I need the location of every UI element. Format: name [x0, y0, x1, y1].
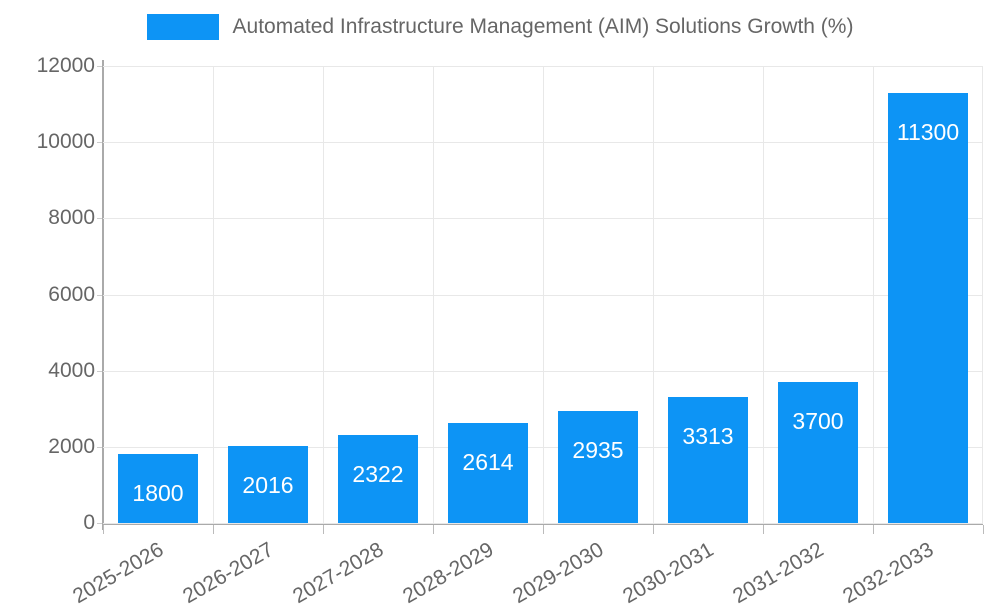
y-axis-tick-label: 12000	[36, 54, 95, 77]
bar[interactable]	[337, 434, 419, 523]
x-axis-tick-label: 2026-2027	[179, 538, 278, 609]
gridline-vertical	[982, 66, 983, 523]
gridline-vertical	[653, 66, 654, 523]
y-axis-tick-labels: 0 2000 4000 6000 8000 10000 12000	[0, 0, 105, 600]
y-axis-tick-mark	[97, 370, 105, 372]
bar-value-label: 3700	[792, 408, 844, 435]
bar[interactable]	[557, 411, 639, 523]
bar[interactable]	[887, 92, 969, 523]
y-axis-tick-mark	[97, 294, 105, 296]
x-axis-tick-label: 2032-2033	[839, 538, 938, 609]
x-axis-tick-mark	[543, 525, 544, 534]
x-axis-tick-mark	[763, 525, 764, 534]
gridline-vertical	[213, 66, 214, 523]
x-axis-line	[103, 523, 983, 525]
bar-value-label: 3313	[682, 422, 734, 449]
gridline-vertical	[873, 66, 874, 523]
x-axis-tick-label: 2028-2029	[399, 538, 498, 609]
gridline-vertical	[763, 66, 764, 523]
x-axis-tick-mark	[213, 525, 214, 534]
y-axis-tick-mark	[97, 66, 105, 67]
x-axis-tick-label: 2029-2030	[509, 538, 608, 609]
y-axis-tick-mark	[97, 218, 105, 220]
y-axis-tick-label: 10000	[36, 130, 95, 154]
y-axis-tick-label: 6000	[48, 282, 95, 306]
y-axis-tick-label: 2000	[48, 434, 95, 458]
y-axis-tick-mark	[97, 523, 105, 524]
y-axis-tick-mark	[97, 446, 105, 448]
bar-value-label: 2614	[462, 449, 514, 476]
y-axis-tick-label: 4000	[48, 358, 95, 382]
bar-value-label: 2322	[352, 460, 404, 487]
y-axis-tick-label: 0	[83, 511, 95, 534]
chart-legend: Automated Infrastructure Management (AIM…	[0, 14, 1000, 40]
x-axis-tick-mark	[103, 525, 104, 534]
legend-label: Automated Infrastructure Management (AIM…	[232, 15, 854, 38]
bar[interactable]	[117, 454, 199, 523]
x-axis-tick-mark	[653, 525, 654, 534]
gridline-vertical	[543, 66, 544, 523]
x-axis-tick-mark	[983, 525, 984, 534]
x-axis-tick-label: 2031-2032	[729, 538, 828, 609]
bar-value-label: 1800	[132, 480, 184, 507]
bar[interactable]	[667, 396, 749, 523]
bar-value-label: 2016	[242, 472, 294, 499]
bar-value-label: 11300	[896, 118, 960, 145]
bar-value-label: 2935	[572, 437, 624, 464]
gridline-vertical	[323, 66, 324, 523]
x-axis-tick-mark	[873, 525, 874, 534]
x-axis-tick-mark	[323, 525, 324, 534]
plot-area: 1800 2016 2322 2614 2935 3313 3700 11300	[103, 66, 983, 524]
bar[interactable]	[447, 423, 529, 523]
bar[interactable]	[777, 382, 859, 523]
legend-color-swatch	[146, 14, 219, 40]
x-axis-tick-label: 2027-2028	[289, 538, 388, 609]
y-axis-tick-mark	[97, 142, 105, 144]
gridline-vertical	[433, 66, 434, 523]
y-axis-tick-label: 8000	[48, 206, 95, 230]
x-axis-tick-label: 2030-2031	[619, 538, 718, 609]
bar[interactable]	[227, 446, 309, 523]
x-axis-tick-mark	[433, 525, 434, 534]
gridline-horizontal	[103, 523, 983, 524]
